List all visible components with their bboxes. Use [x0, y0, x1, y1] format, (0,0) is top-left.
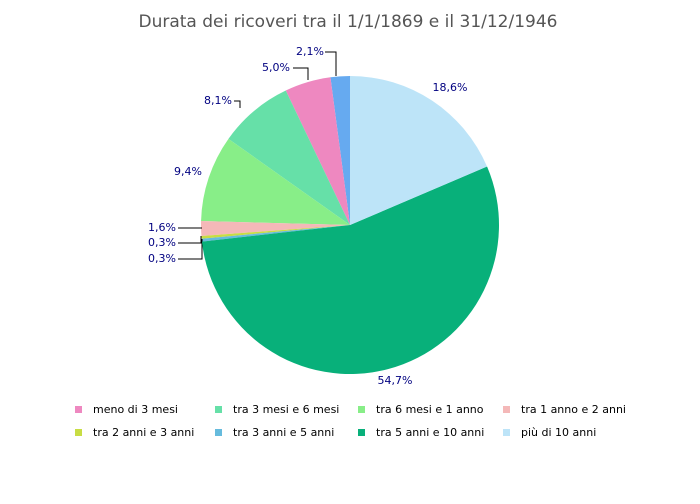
legend-swatch [503, 406, 510, 413]
legend-label: tra 3 anni e 5 anni [233, 426, 334, 439]
data-label: 2,1% [296, 45, 324, 58]
legend-label: più di 10 anni [521, 426, 596, 439]
pie-slice [350, 76, 488, 225]
legend-label: tra 6 mesi e 1 anno [376, 403, 484, 416]
legend-label: tra 3 mesi e 6 mesi [233, 403, 339, 416]
data-label: 18,6% [433, 81, 468, 94]
pie-slice [201, 166, 500, 374]
leader-line [234, 100, 241, 108]
pie-slice [330, 76, 350, 225]
data-label: 5,0% [262, 61, 290, 74]
legend-swatch [503, 429, 510, 436]
pie-slice [228, 90, 350, 225]
pie-slice [201, 221, 350, 236]
legend-swatch [215, 406, 222, 413]
data-label: 8,1% [204, 94, 232, 107]
chart-title: Durata dei ricoveri tra il 1/1/1869 e il… [138, 12, 557, 32]
leader-line [325, 51, 337, 76]
pie-slice [201, 138, 350, 225]
data-label: 1,6% [148, 221, 176, 234]
pie-slice [285, 77, 350, 226]
data-label: 54,7% [378, 374, 413, 387]
legend-label: tra 2 anni e 3 anni [93, 426, 194, 439]
pie-slice [201, 225, 350, 239]
legend-swatch [358, 406, 365, 413]
legend-label: tra 5 anni e 10 anni [376, 426, 484, 439]
leader-line [178, 236, 202, 244]
legend-label: tra 1 anno e 2 anni [521, 403, 626, 416]
data-label: 9,4% [174, 165, 202, 178]
legend-swatch [358, 429, 365, 436]
legend-swatch [75, 429, 82, 436]
leader-line [178, 239, 203, 260]
legend-swatch [75, 406, 82, 413]
data-label: 0,3% [148, 236, 176, 249]
leader-line [293, 67, 309, 80]
legend-label: meno di 3 mesi [93, 403, 178, 416]
pie-slice [201, 225, 350, 242]
data-label: 0,3% [148, 252, 176, 265]
legend-swatch [215, 429, 222, 436]
